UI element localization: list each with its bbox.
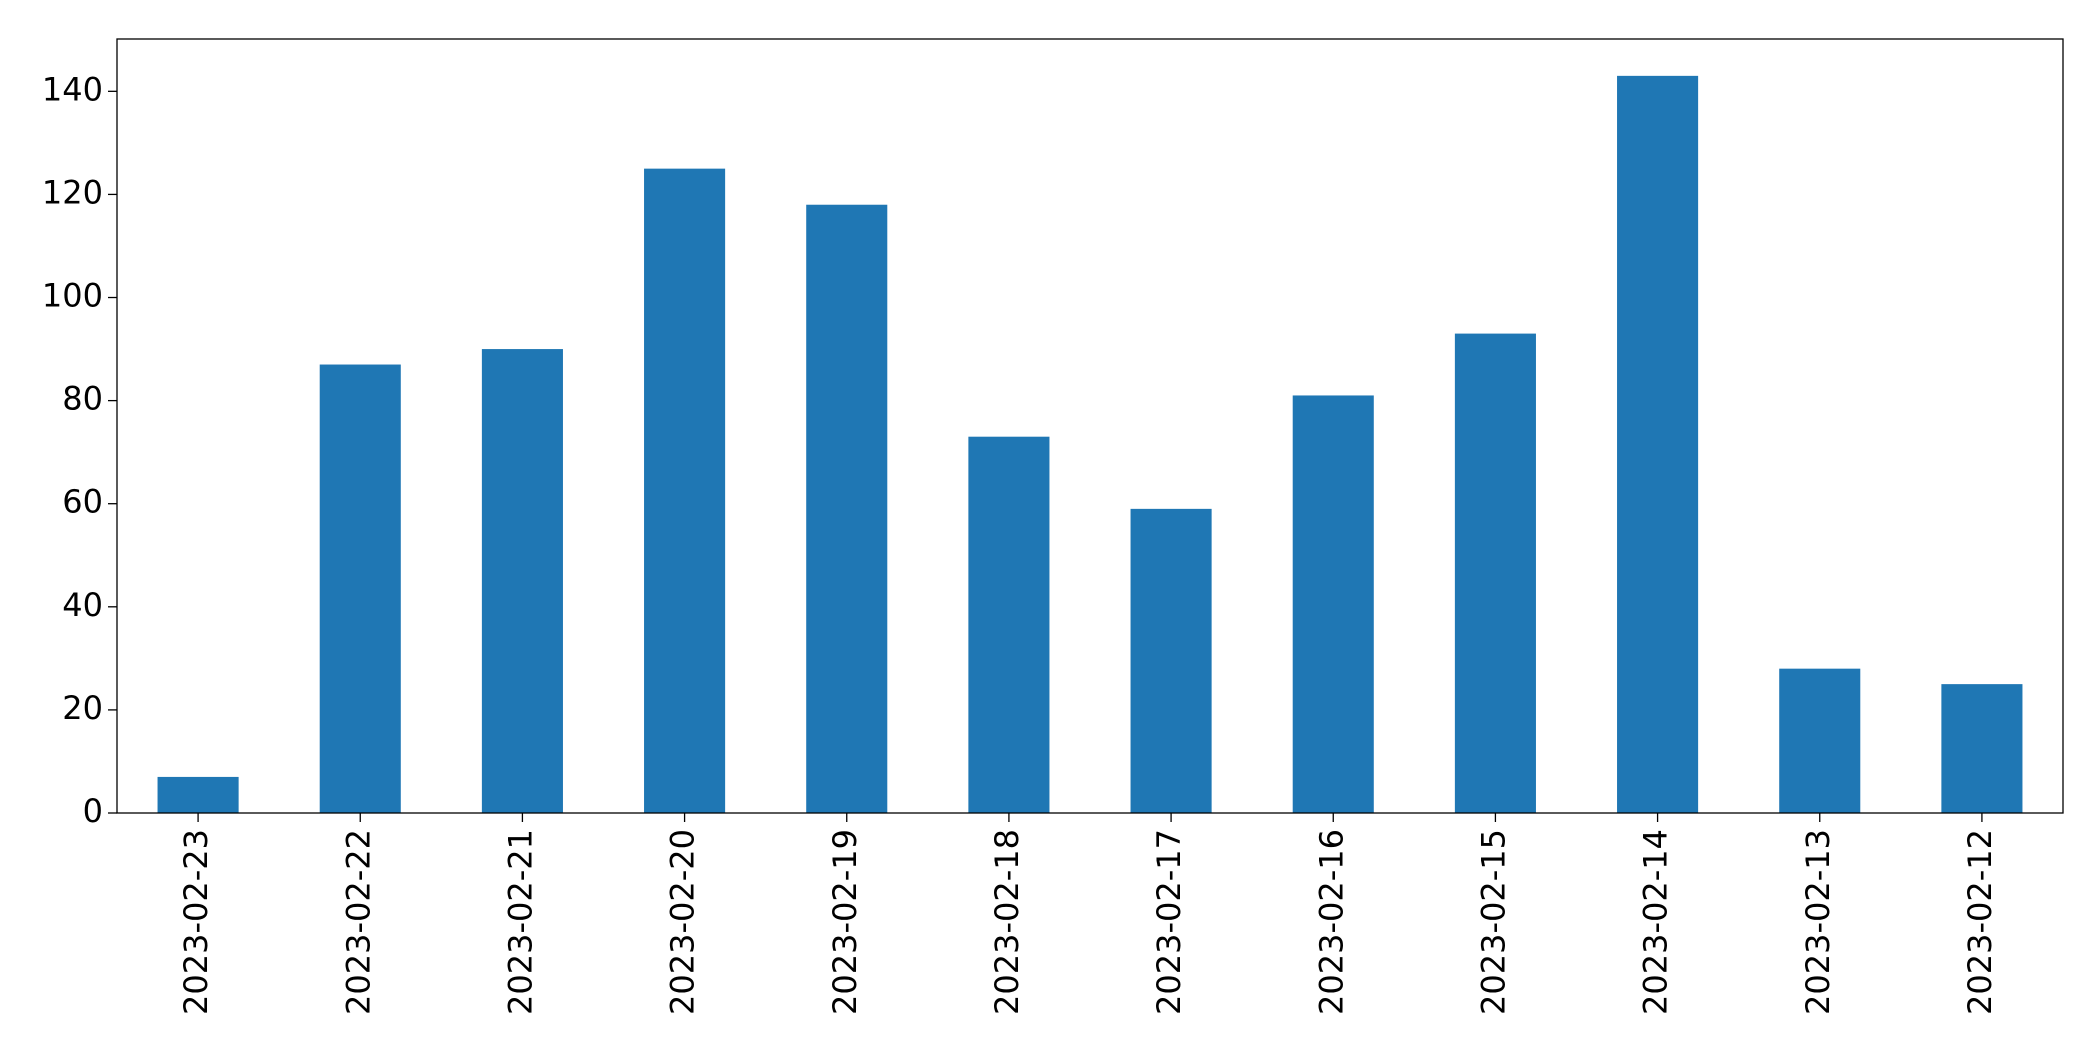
- bar: [319, 364, 401, 813]
- x-tick-label: 2023-02-18: [988, 829, 1026, 1015]
- x-tick-label: 2023-02-16: [1312, 829, 1350, 1015]
- y-tick-label: 140: [42, 70, 103, 108]
- bar: [1292, 395, 1374, 813]
- x-tick-label: 2023-02-15: [1474, 829, 1512, 1015]
- bar: [1454, 333, 1536, 813]
- bar: [157, 776, 239, 813]
- x-tick-label: 2023-02-13: [1799, 829, 1837, 1015]
- x-tick-label: 2023-02-17: [1150, 829, 1188, 1015]
- y-tick-label: 20: [62, 689, 103, 727]
- bar: [1617, 75, 1699, 814]
- y-tick-label: 80: [62, 380, 103, 418]
- x-tick-label: 2023-02-12: [1961, 829, 1999, 1015]
- y-tick-label: 60: [62, 483, 103, 521]
- y-tick-label: 0: [83, 792, 103, 830]
- y-tick-label: 120: [42, 173, 103, 211]
- bar: [644, 168, 726, 813]
- x-tick-label: 2023-02-21: [501, 829, 539, 1015]
- plot-area: [157, 75, 2023, 814]
- x-tick-label: 2023-02-22: [339, 829, 377, 1015]
- y-tick-label: 40: [62, 586, 103, 624]
- x-tick-label: 2023-02-14: [1637, 829, 1675, 1015]
- bar: [1130, 508, 1212, 813]
- x-tick-label: 2023-02-19: [826, 829, 864, 1015]
- x-tick-label: 2023-02-20: [664, 829, 702, 1015]
- bar: [1941, 684, 2023, 813]
- axes-frame: [116, 38, 2064, 814]
- bar: [806, 204, 888, 813]
- bar: [968, 436, 1050, 813]
- bar: [481, 349, 563, 813]
- x-tick-label: 2023-02-23: [177, 829, 215, 1015]
- bar: [1779, 668, 1861, 813]
- y-tick-label: 100: [42, 277, 103, 315]
